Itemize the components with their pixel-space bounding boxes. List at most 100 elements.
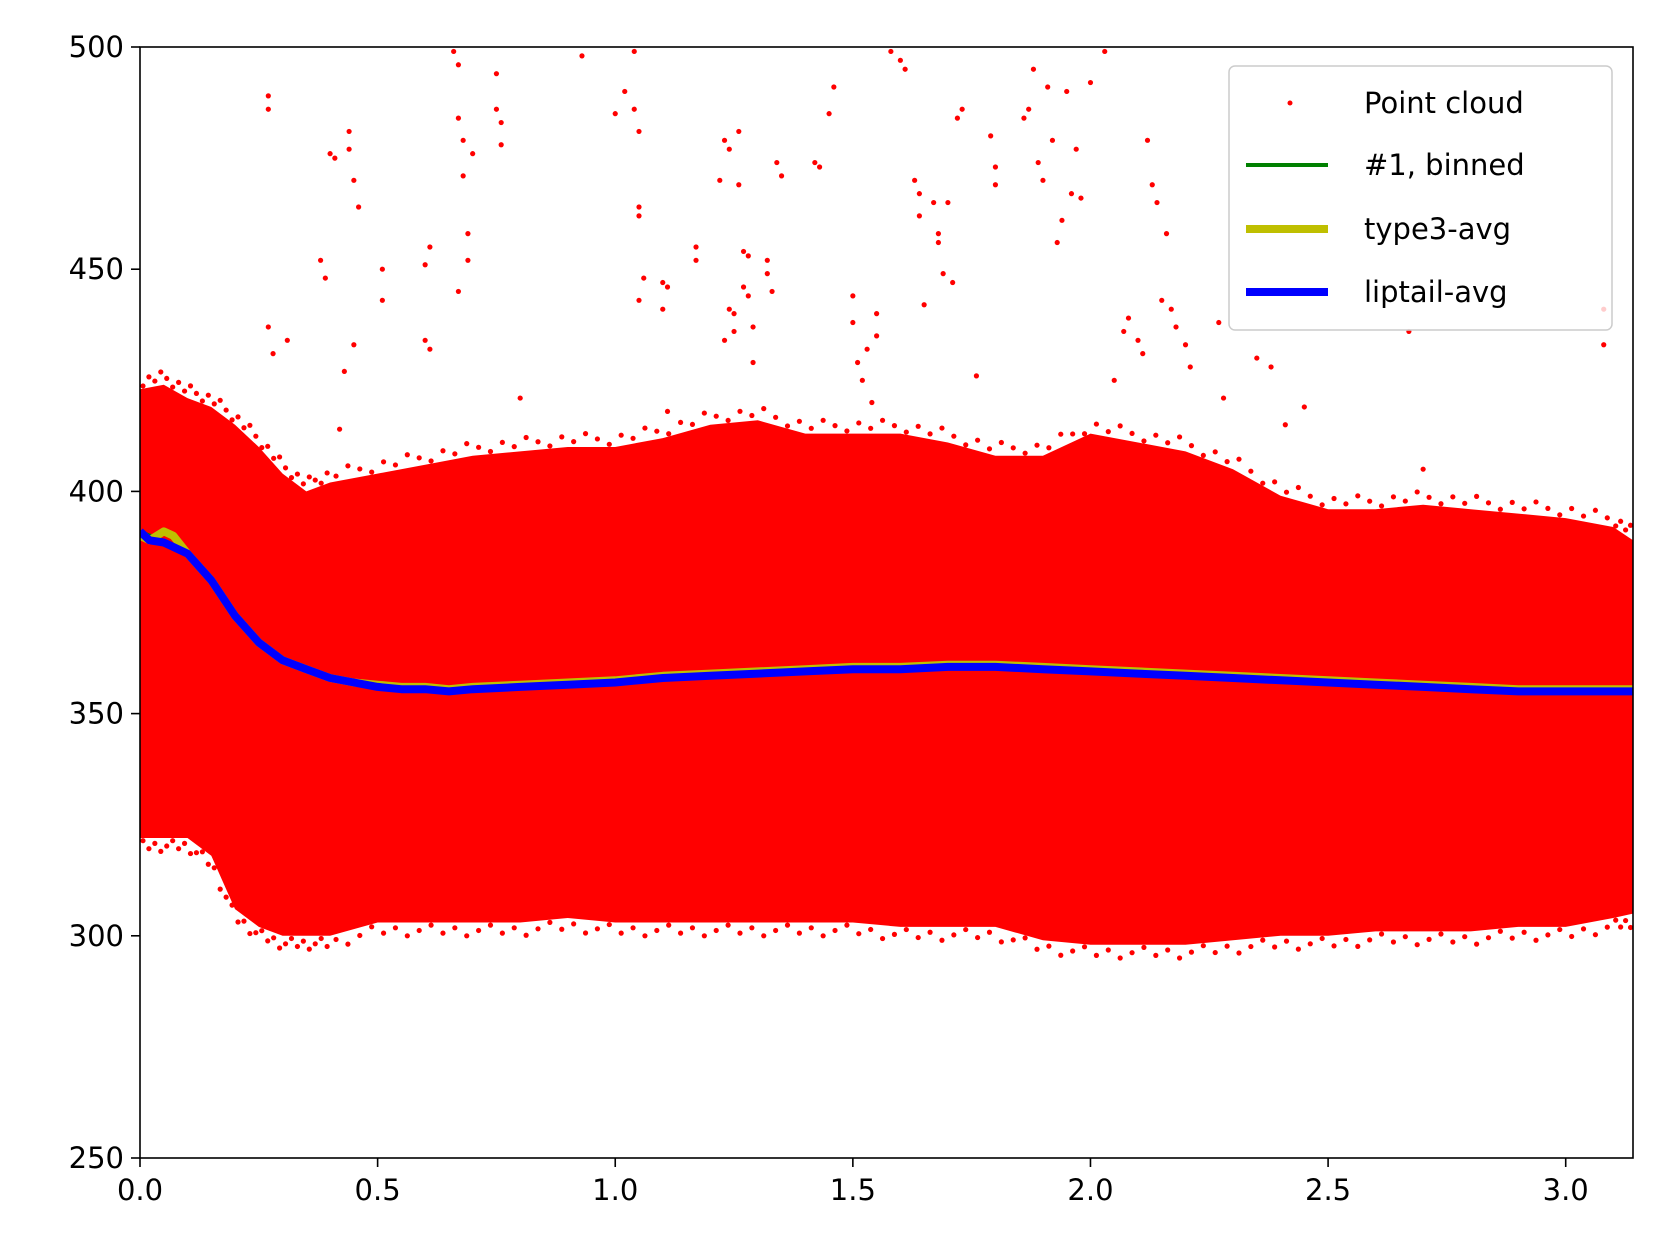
point-cloud-edge-point [345,941,351,947]
point-cloud-edge-point [1613,917,1619,923]
point-cloud-point [950,279,956,286]
point-cloud-edge-point [1604,515,1610,521]
point-cloud-point [1159,297,1165,303]
point-cloud-point [1144,137,1151,143]
point-cloud-edge-point [300,481,306,487]
x-tick-label: 1.0 [592,1173,638,1207]
point-cloud-point [1087,79,1094,86]
point-cloud-point [973,373,980,379]
point-cloud-point [774,159,780,166]
point-cloud-edge-point [1165,440,1171,446]
point-cloud-point [1059,217,1065,223]
x-tick-label: 2.0 [1067,1173,1113,1207]
point-cloud-point [636,297,642,303]
y-tick-label: 300 [69,919,124,953]
point-cloud-point [721,337,728,343]
point-cloud-edge-point [306,946,312,952]
point-cloud-edge-point [1557,926,1563,933]
y-tick-label: 400 [69,474,124,508]
point-cloud-point [1035,159,1041,166]
point-cloud-edge-point [1438,931,1444,937]
point-cloud-edge-point [1129,950,1135,956]
point-cloud-edge-point [975,437,981,443]
point-cloud-point [265,324,271,330]
point-cloud-edge-point [1200,452,1206,459]
legend-box [1228,65,1613,331]
point-cloud-point [1078,195,1084,201]
point-cloud-edge-point [312,941,318,947]
point-cloud-edge-point [1450,939,1456,945]
point-cloud-edge-point [193,850,200,856]
point-cloud-edge-point [856,420,862,426]
point-cloud-point [460,137,466,143]
point-cloud-point [745,293,751,299]
point-cloud-point [1154,199,1160,206]
point-cloud-point [579,53,585,59]
point-cloud-point [332,155,338,161]
point-cloud-point [1140,351,1146,357]
point-cloud-edge-point [1462,934,1468,940]
point-cloud-point [641,275,647,281]
point-cloud-edge-point [963,442,969,448]
point-cloud-point [465,257,471,263]
point-cloud-point [874,311,880,317]
point-cloud-edge-point [594,436,601,442]
point-cloud-point [855,359,861,366]
point-cloud-point [270,351,276,357]
point-cloud-edge-point [927,929,933,935]
point-cloud-edge-point [1355,493,1361,499]
point-cloud-point [470,151,476,157]
point-cloud-edge-point [535,439,541,445]
point-cloud-point [660,279,666,286]
point-cloud-point [636,128,642,135]
point-cloud-edge-point [318,935,324,942]
point-cloud-edge-point [476,444,482,450]
point-cloud-edge-point [1474,941,1480,947]
point-cloud-edge-point [324,943,330,950]
point-cloud-edge-point [369,469,375,475]
point-cloud-edge-point [1521,929,1527,935]
point-cloud-point [622,88,628,95]
point-cloud-edge-point [404,933,410,939]
legend-label-type3: type3-avg [1364,212,1511,246]
point-cloud-edge-point [820,933,826,939]
point-cloud-edge-point [1081,431,1088,437]
y-tick-label: 350 [69,697,124,731]
point-cloud-point [945,199,951,206]
point-cloud-edge-point [1105,947,1111,953]
point-cloud-edge-point [1058,431,1064,437]
point-cloud-edge-point [1200,943,1206,949]
point-cloud-edge-point [796,930,802,936]
point-cloud-edge-point [1545,932,1551,938]
point-cloud-edge-point [440,930,446,936]
point-cloud-point [1102,48,1108,55]
point-cloud-edge-point [761,933,767,939]
plot-area [140,48,1633,961]
point-cloud-point [750,359,756,366]
point-cloud-point [455,62,462,68]
point-cloud-point [816,164,823,170]
point-cloud-point [826,111,832,117]
legend-label-binned: #1, binned [1364,148,1525,182]
point-cloud-point [664,408,671,415]
point-cloud-edge-point [1022,935,1028,941]
point-cloud-point [265,93,271,99]
point-cloud-edge-point [856,931,862,937]
point-cloud-point [992,164,999,170]
point-cloud-point [916,191,922,197]
point-cloud-edge-point [749,412,755,419]
point-cloud-edge-point [187,383,194,389]
point-cloud-edge-point [594,926,601,932]
point-cloud-edge-point [1070,431,1076,437]
point-cloud-edge-point [345,463,351,469]
x-tick-label: 0.5 [355,1173,401,1207]
x-tick-label: 0.0 [117,1173,163,1207]
point-cloud-edge-point [1497,928,1503,934]
point-cloud-edge-point [1010,445,1016,451]
point-cloud-edge-point [140,838,146,844]
point-cloud-edge-point [749,925,755,931]
point-cloud-edge-point [1046,445,1052,451]
point-cloud-edge-point [939,425,945,431]
point-cloud-point [460,173,466,179]
point-cloud-edge-point [951,932,957,938]
